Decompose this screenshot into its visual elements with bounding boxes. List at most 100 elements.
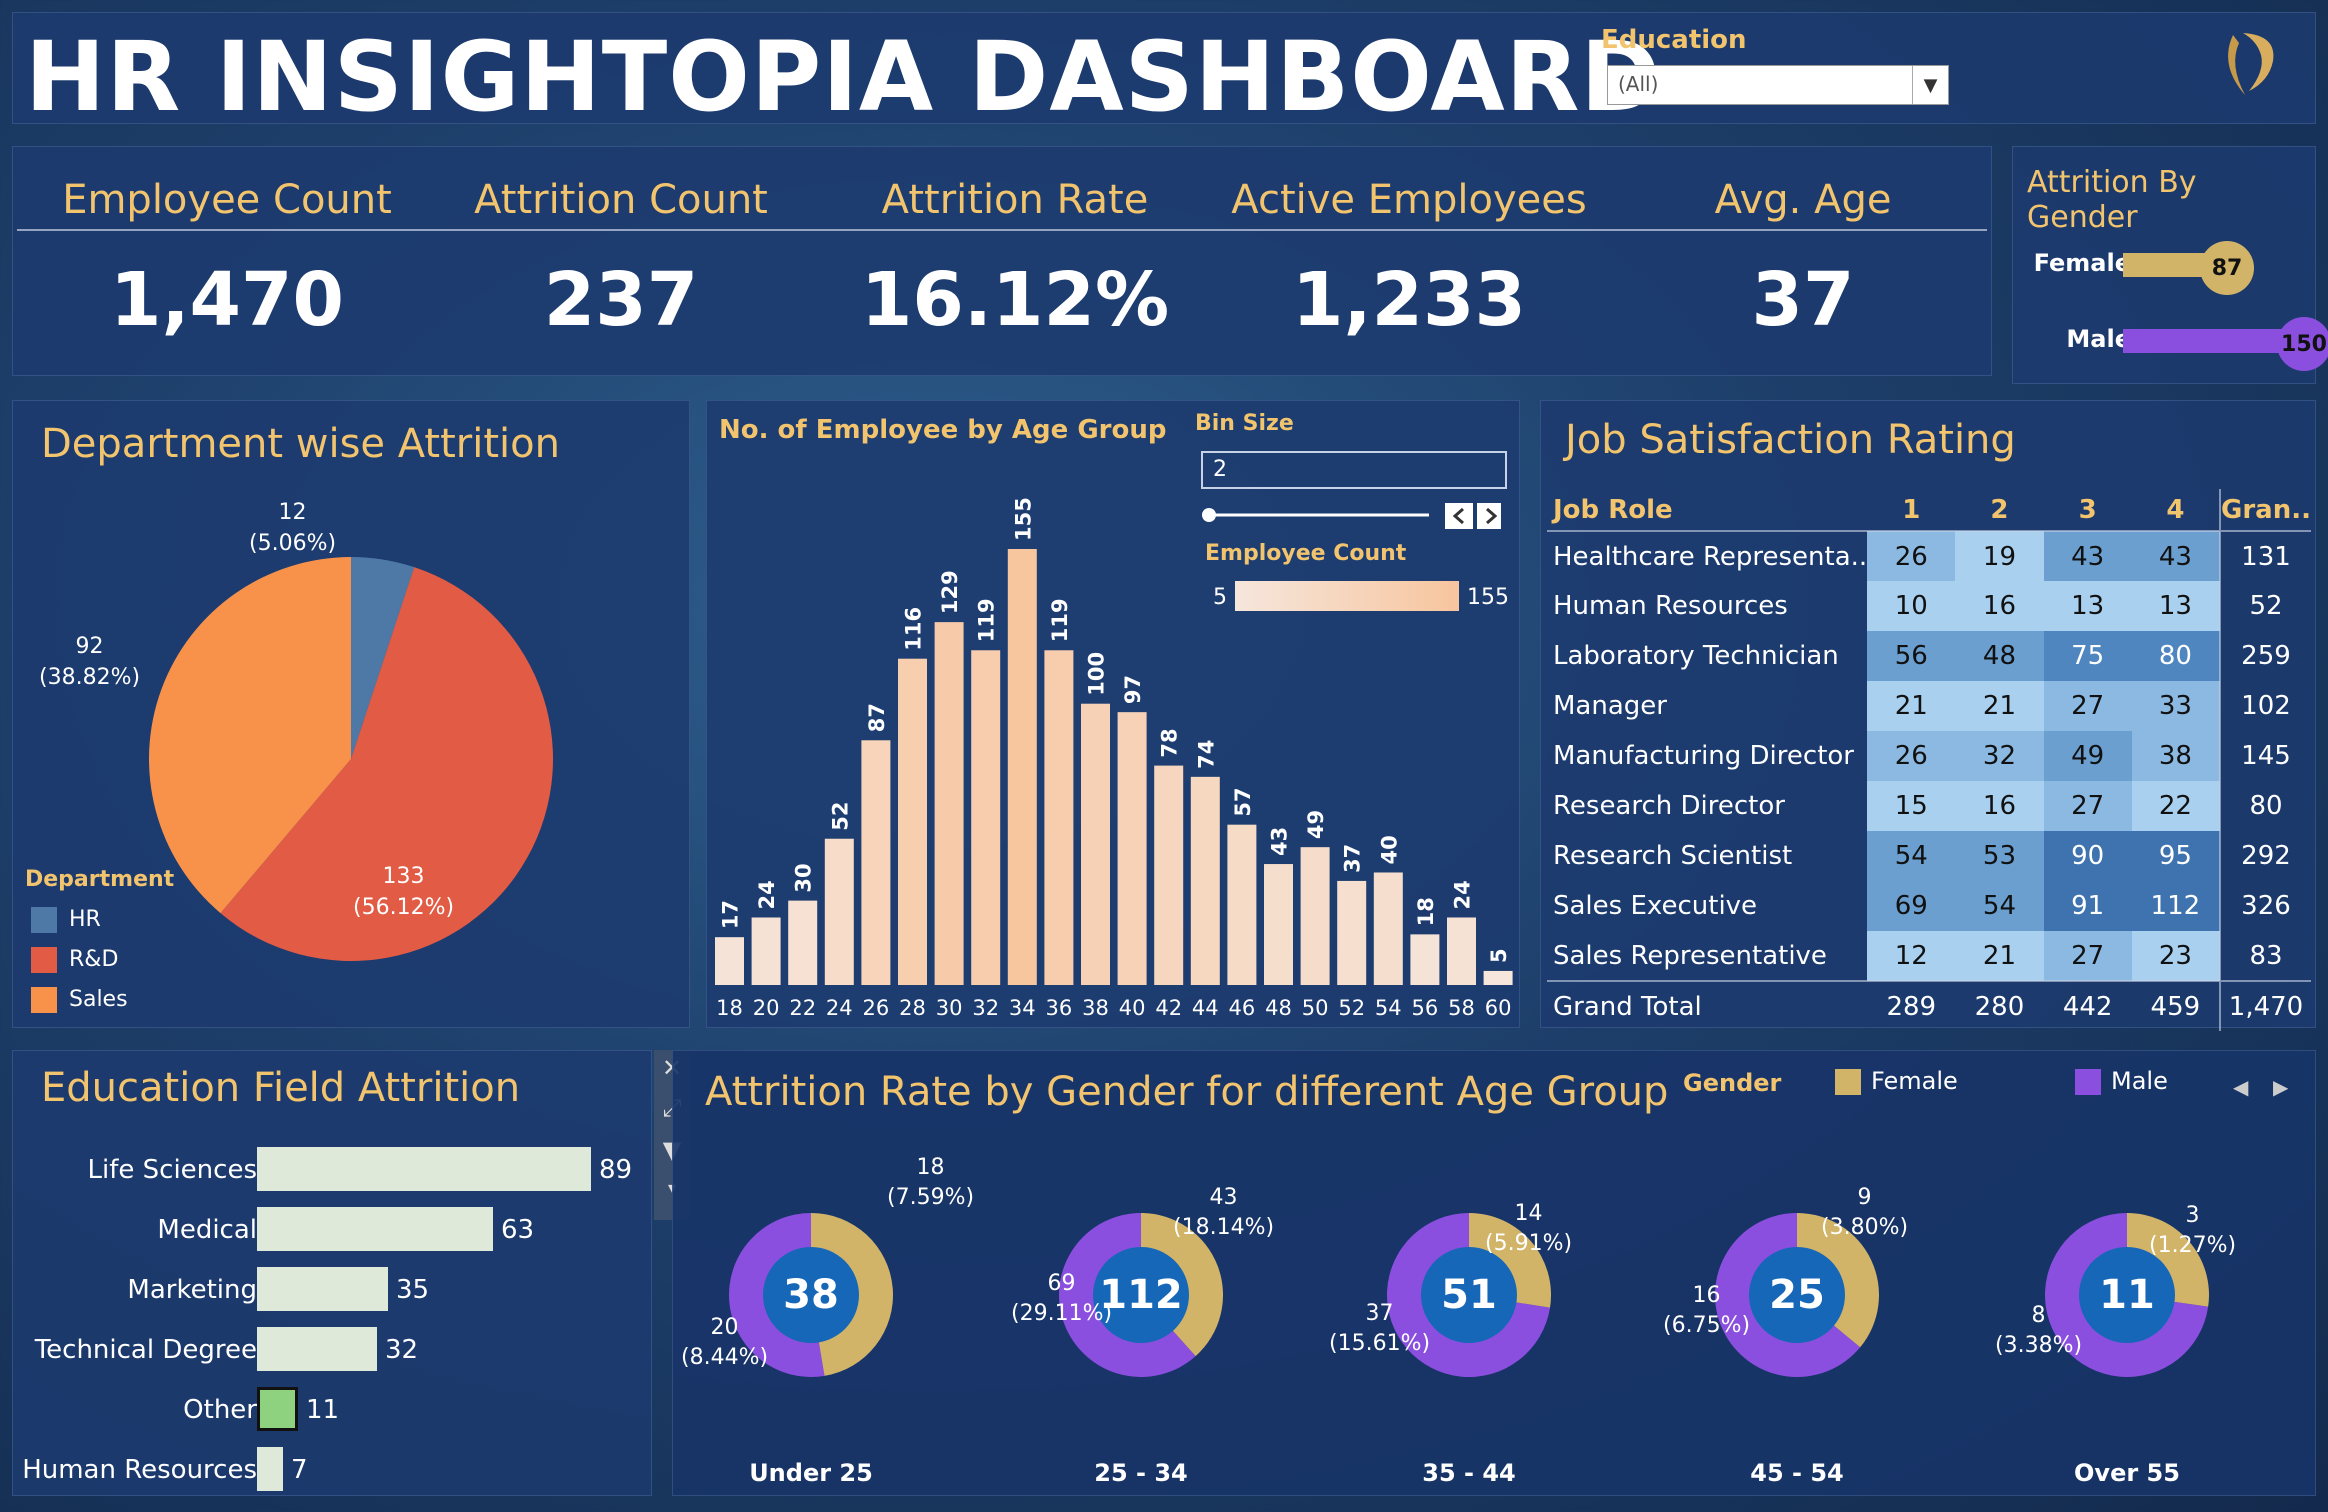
legend-item-rd[interactable]: R&D [31,947,118,973]
table-row[interactable]: Manufacturing Director 26 32 49 38 145 [1547,731,2311,781]
histogram-bar[interactable] [1337,880,1367,985]
column-header[interactable]: 3 [2043,489,2132,532]
legend-swatch [2075,1069,2101,1095]
education-filter-label: Education [1601,25,1747,55]
histogram-bar[interactable] [824,838,854,985]
histogram-bar[interactable] [898,658,927,985]
histogram-bar[interactable] [1117,712,1147,985]
grand-total-row[interactable]: Grand Total 289 280 442 459 1,470 [1547,980,2311,1031]
legend-next-icon[interactable]: ▶ [2273,1075,2289,1099]
histogram-bar[interactable] [1410,934,1440,985]
table-row[interactable]: Sales Representative 12 21 27 23 83 [1547,931,2311,981]
histogram-bar[interactable] [1081,703,1110,985]
education-field-row[interactable]: Life Sciences 89 [13,1147,653,1191]
education-field-row[interactable]: Marketing 35 [13,1267,653,1311]
pie-slice-hr[interactable] [351,557,415,759]
gender-row-male[interactable]: Male 150 [2013,317,2328,371]
rating-cell: 56 [1867,631,1956,681]
chevron-down-icon[interactable]: ▼ [1912,66,1948,104]
bar[interactable] [257,1387,298,1431]
table-row[interactable]: Laboratory Technician 56 48 75 80 259 [1547,631,2311,681]
panel-title: Job Satisfaction Rating [1565,417,2016,463]
age-group-donut[interactable]: 51 [1387,1213,1551,1377]
column-header[interactable]: 2 [1955,489,2044,532]
table-row[interactable]: Research Director 15 16 27 22 80 [1547,781,2311,831]
bar-value: 11 [306,1395,340,1425]
donut-label-count: 69 [1047,1271,1076,1296]
bar[interactable] [257,1447,283,1491]
job-role-cell: Human Resources [1553,591,1788,621]
grand-total-cell: 1,470 [2219,980,2311,1031]
table-row[interactable]: Healthcare Representa.. 26 19 43 43 131 [1547,531,2311,581]
table-row[interactable]: Sales Executive 69 54 91 112 326 [1547,881,2311,931]
bar-value: 89 [599,1155,633,1185]
bar[interactable] [257,1267,388,1311]
legend-item-male[interactable]: Male [2075,1067,2168,1095]
bar-value: 63 [501,1215,535,1245]
gender-bar-male[interactable] [2123,329,2307,353]
bar[interactable] [257,1207,493,1251]
bar-data-label: 129 [938,570,962,614]
legend-item-female[interactable]: Female [1835,1067,1958,1095]
histogram-bar[interactable] [751,917,781,985]
bar-data-label: 43 [1268,827,1292,856]
histogram-bar[interactable] [788,900,818,985]
histogram-bar[interactable] [715,937,744,985]
legend-item-sales[interactable]: Sales [31,987,128,1013]
histogram-bar[interactable] [971,650,1001,985]
histogram-bar[interactable] [1154,765,1184,985]
age-group-donut[interactable]: 11 [2045,1213,2209,1377]
histogram-bar[interactable] [1190,776,1220,985]
education-field-row[interactable]: Other 11 [13,1387,653,1431]
education-field-row[interactable]: Medical 63 [13,1207,653,1251]
pie-slice-rd[interactable] [220,567,553,961]
histogram-bar[interactable] [934,622,964,985]
rating-cell: 26 [1867,531,1956,581]
dashboard-header: HR INSIGHTOPIA DASHBOARD Education (All)… [12,12,2316,133]
education-field-row[interactable]: Human Resources 7 [13,1447,653,1491]
bar[interactable] [257,1147,591,1191]
bin-size-label: Bin Size [1195,411,1294,436]
histogram-bar[interactable] [861,740,891,985]
job-role-cell: Manufacturing Director [1553,741,1854,771]
education-field-row[interactable]: Technical Degree 32 [13,1327,653,1371]
bar-value: 32 [385,1335,419,1365]
age-group-donut[interactable]: 112 [1059,1213,1223,1377]
histogram-bar[interactable] [1447,917,1476,985]
gender-row-female[interactable]: Female 87 [2013,241,2317,295]
histogram-bar[interactable] [1373,872,1403,985]
x-tick-label: 54 [1375,996,1402,1020]
grand-total-cell: 292 [2219,831,2311,881]
age-group-donut[interactable]: 25 [1715,1213,1879,1377]
histogram-bar[interactable] [1007,549,1037,985]
pie-label-count: 92 [75,634,104,659]
pie-slice-sales[interactable] [148,557,351,914]
rating-cell: 10 [1867,581,1956,631]
column-header[interactable]: 4 [2131,489,2220,532]
table-row[interactable]: Manager 21 21 27 33 102 [1547,681,2311,731]
bin-size-input[interactable]: 2 [1201,451,1507,489]
column-header[interactable]: Job Role [1547,489,1868,532]
age-group-donut[interactable]: 38 [728,1213,893,1377]
rating-cell: 27 [2043,931,2132,981]
histogram-bar[interactable] [1483,970,1513,985]
histogram-bar[interactable] [1044,650,1074,985]
column-header[interactable]: 1 [1867,489,1956,532]
bar[interactable] [257,1327,377,1371]
legend-item-hr[interactable]: HR [31,907,101,933]
bin-size-slider[interactable] [1201,503,1501,531]
legend-prev-icon[interactable]: ◀ [2233,1075,2249,1099]
x-tick-label: 32 [972,996,999,1020]
education-filter-dropdown[interactable]: (All) ▼ [1607,65,1949,105]
table-row[interactable]: Research Scientist 54 53 90 95 292 [1547,831,2311,881]
table-row[interactable]: Human Resources 10 16 13 13 52 [1547,581,2311,631]
age-histogram-chart[interactable]: 1718242030225224872611628129301193215534… [707,401,1521,1029]
histogram-bar[interactable] [1227,824,1257,985]
histogram-bar[interactable] [1264,864,1293,985]
age-group-label: 35 - 44 [1422,1459,1516,1487]
histogram-bar[interactable] [1300,847,1330,985]
column-header[interactable]: Gran.. [2219,489,2311,532]
department-pie-chart[interactable] [13,401,691,1029]
donut-label-pct: (5.91%) [1485,1231,1573,1256]
rating-cell: 21 [1867,681,1956,731]
